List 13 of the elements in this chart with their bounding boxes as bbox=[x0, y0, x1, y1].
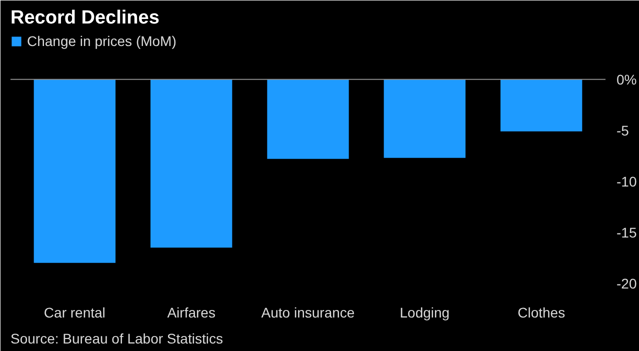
x-tick-label: Lodging bbox=[400, 304, 450, 320]
y-tick-label: 0% bbox=[616, 71, 637, 88]
y-tick-label: -20 bbox=[616, 275, 637, 292]
y-tick-label: -15 bbox=[616, 224, 637, 240]
chart-title: Record Declines bbox=[10, 8, 160, 28]
source-note: Source: Bureau of Labor Statistics bbox=[10, 330, 223, 346]
y-tick-label: -10 bbox=[616, 173, 637, 190]
legend-label: Change in prices (MoM) bbox=[27, 33, 176, 49]
x-tick-label: Clothes bbox=[518, 304, 566, 320]
y-tick-label: -5 bbox=[616, 122, 630, 138]
x-tick-label: Car rental bbox=[44, 304, 106, 320]
x-tick-label: Airfares bbox=[167, 304, 216, 320]
x-tick-label: Auto insurance bbox=[261, 304, 355, 320]
